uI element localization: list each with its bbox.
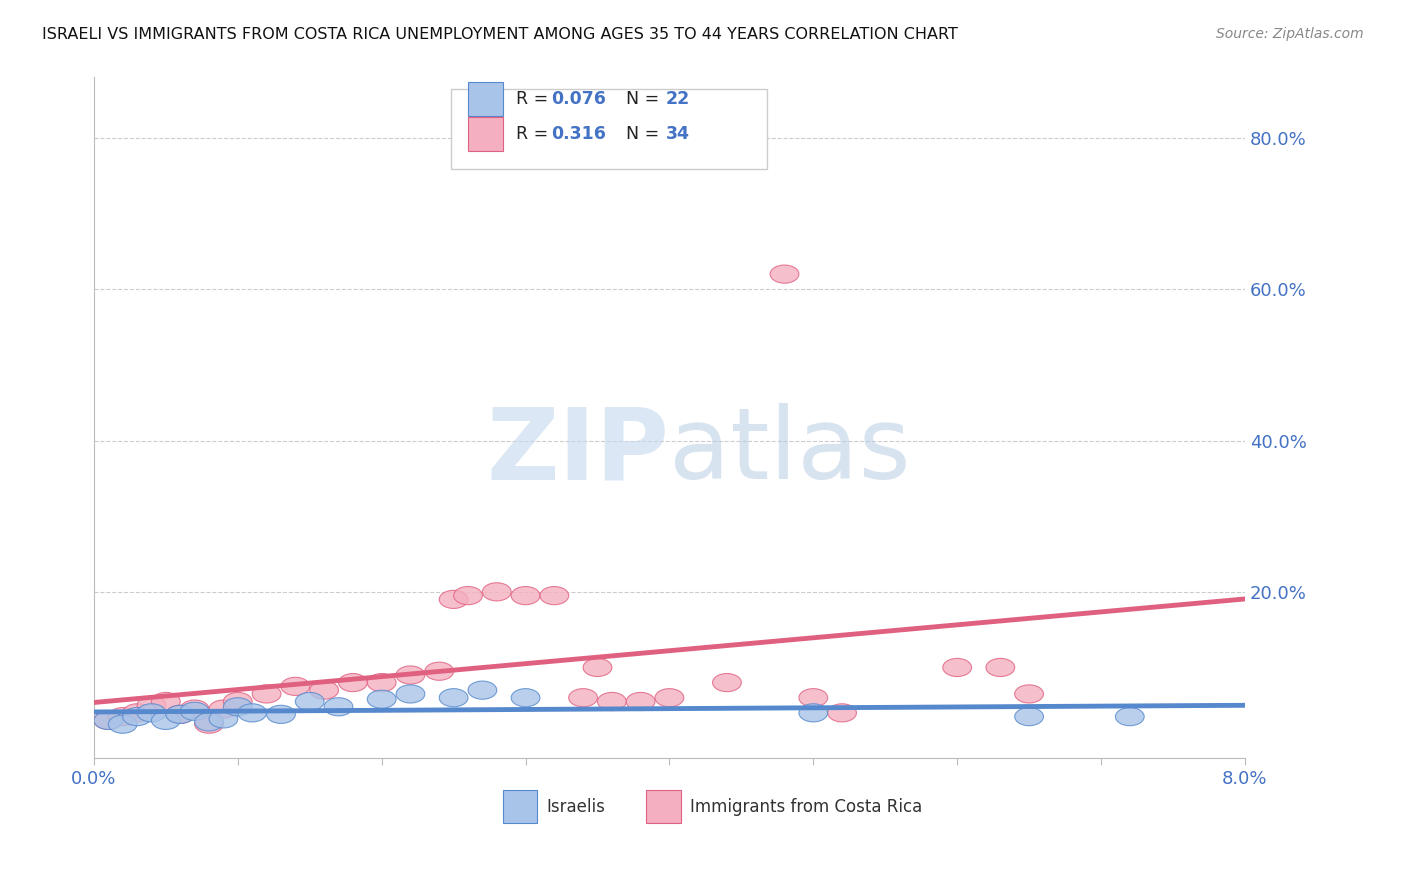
Text: 0.316: 0.316: [551, 125, 606, 144]
Ellipse shape: [482, 582, 512, 601]
Ellipse shape: [309, 681, 339, 699]
Ellipse shape: [828, 704, 856, 722]
Ellipse shape: [396, 666, 425, 684]
Ellipse shape: [799, 704, 828, 722]
Ellipse shape: [943, 658, 972, 676]
Ellipse shape: [468, 681, 496, 699]
Ellipse shape: [238, 704, 267, 722]
Ellipse shape: [512, 587, 540, 605]
Ellipse shape: [454, 587, 482, 605]
Ellipse shape: [540, 587, 568, 605]
Ellipse shape: [339, 673, 367, 691]
Ellipse shape: [138, 704, 166, 722]
Ellipse shape: [108, 715, 138, 733]
Ellipse shape: [122, 704, 152, 722]
Text: Israelis: Israelis: [547, 797, 605, 815]
Ellipse shape: [224, 698, 252, 716]
Ellipse shape: [1015, 707, 1043, 726]
Ellipse shape: [367, 673, 396, 691]
Ellipse shape: [799, 689, 828, 706]
Ellipse shape: [267, 706, 295, 723]
Text: ISRAELI VS IMMIGRANTS FROM COSTA RICA UNEMPLOYMENT AMONG AGES 35 TO 44 YEARS COR: ISRAELI VS IMMIGRANTS FROM COSTA RICA UN…: [42, 27, 957, 42]
FancyBboxPatch shape: [502, 790, 537, 823]
Ellipse shape: [598, 692, 626, 711]
Ellipse shape: [252, 685, 281, 703]
FancyBboxPatch shape: [468, 117, 502, 152]
Text: 22: 22: [666, 90, 690, 108]
Ellipse shape: [281, 677, 309, 696]
Ellipse shape: [770, 265, 799, 283]
Text: 0.076: 0.076: [551, 90, 606, 108]
Ellipse shape: [439, 689, 468, 706]
Ellipse shape: [425, 662, 454, 681]
Ellipse shape: [439, 591, 468, 608]
Ellipse shape: [180, 702, 209, 721]
Ellipse shape: [209, 710, 238, 728]
Ellipse shape: [367, 690, 396, 708]
Ellipse shape: [713, 673, 741, 691]
FancyBboxPatch shape: [468, 82, 502, 116]
Ellipse shape: [1015, 685, 1043, 703]
Ellipse shape: [655, 689, 683, 706]
Ellipse shape: [194, 715, 224, 733]
Ellipse shape: [583, 658, 612, 676]
Ellipse shape: [194, 713, 224, 731]
Text: atlas: atlas: [669, 403, 911, 500]
Text: N =: N =: [626, 90, 665, 108]
Ellipse shape: [166, 706, 194, 723]
Ellipse shape: [94, 711, 122, 730]
Text: Immigrants from Costa Rica: Immigrants from Costa Rica: [690, 797, 922, 815]
Ellipse shape: [295, 692, 325, 711]
Text: R =: R =: [516, 125, 554, 144]
Ellipse shape: [94, 711, 122, 730]
Ellipse shape: [180, 700, 209, 718]
FancyBboxPatch shape: [451, 89, 768, 169]
Ellipse shape: [626, 692, 655, 711]
Ellipse shape: [224, 692, 252, 711]
Ellipse shape: [986, 658, 1015, 676]
Ellipse shape: [512, 689, 540, 706]
Ellipse shape: [209, 700, 238, 718]
Text: Source: ZipAtlas.com: Source: ZipAtlas.com: [1216, 27, 1364, 41]
Ellipse shape: [1115, 707, 1144, 726]
Ellipse shape: [166, 706, 194, 723]
Ellipse shape: [396, 685, 425, 703]
Ellipse shape: [152, 711, 180, 730]
Ellipse shape: [325, 698, 353, 716]
Text: R =: R =: [516, 90, 554, 108]
Text: N =: N =: [626, 125, 665, 144]
Text: ZIP: ZIP: [486, 403, 669, 500]
Ellipse shape: [108, 707, 138, 726]
Ellipse shape: [122, 707, 152, 726]
Text: 34: 34: [666, 125, 690, 144]
Ellipse shape: [152, 692, 180, 711]
Ellipse shape: [568, 689, 598, 706]
Ellipse shape: [138, 696, 166, 714]
FancyBboxPatch shape: [647, 790, 681, 823]
